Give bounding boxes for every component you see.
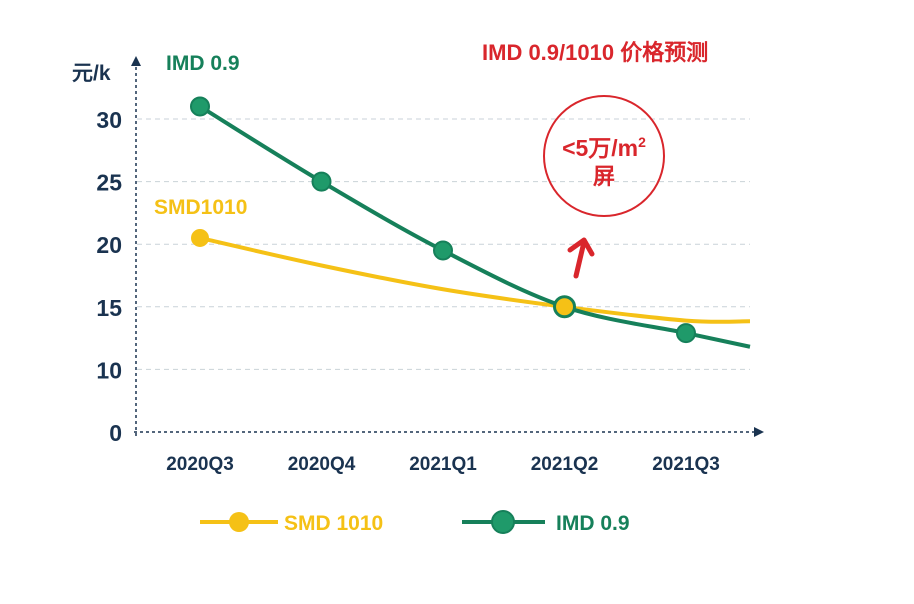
y-tick-label: 25 bbox=[96, 170, 122, 196]
y-tick-label: 30 bbox=[96, 107, 122, 133]
y-tick-label: 20 bbox=[96, 232, 122, 258]
legend-marker-smd bbox=[229, 512, 249, 532]
x-tick-label: 2021Q1 bbox=[409, 454, 477, 475]
y-tick-label: 0 bbox=[109, 420, 122, 446]
price-annotation: <5万/m2 屏 bbox=[543, 95, 665, 279]
annotation-circle bbox=[543, 95, 665, 217]
y-tick-label: 15 bbox=[96, 295, 122, 321]
series-label-smd: SMD1010 bbox=[154, 196, 247, 219]
legend-marker-imd bbox=[491, 510, 515, 534]
series-line bbox=[198, 104, 751, 349]
y-axis-label: 元/k bbox=[72, 62, 111, 85]
legend-label-imd: IMD 0.9 bbox=[556, 512, 630, 535]
x-tick-label: 2020Q3 bbox=[166, 454, 234, 475]
data-point bbox=[676, 323, 696, 344]
annotation-line1: <5万/m bbox=[562, 135, 638, 161]
annotation-line2: 屏 bbox=[593, 164, 615, 189]
x-tick-label: 2020Q4 bbox=[288, 454, 356, 475]
up-arrow-icon bbox=[567, 237, 595, 279]
data-point bbox=[311, 171, 332, 192]
data-point bbox=[191, 228, 209, 247]
legend-label-smd: SMD 1010 bbox=[284, 512, 383, 535]
annotation-sup: 2 bbox=[638, 134, 646, 150]
legend: SMD 1010 IMD 0.9 bbox=[200, 510, 630, 535]
series-label-imd: IMD 0.9 bbox=[166, 52, 240, 75]
y-tick-label: 10 bbox=[96, 357, 122, 383]
intersection-point bbox=[553, 295, 576, 319]
x-tick-label: 2021Q3 bbox=[652, 454, 720, 475]
chart-title: IMD 0.9/1010 价格预测 bbox=[482, 40, 708, 65]
data-point bbox=[190, 96, 210, 117]
x-tick-label: 2021Q2 bbox=[531, 454, 599, 475]
svg-text:<5万/m2: <5万/m2 bbox=[562, 134, 646, 161]
series-line bbox=[199, 235, 751, 324]
x-axis-arrow-icon bbox=[754, 427, 764, 437]
data-point bbox=[433, 240, 453, 261]
y-axis-arrow-icon bbox=[131, 56, 141, 66]
